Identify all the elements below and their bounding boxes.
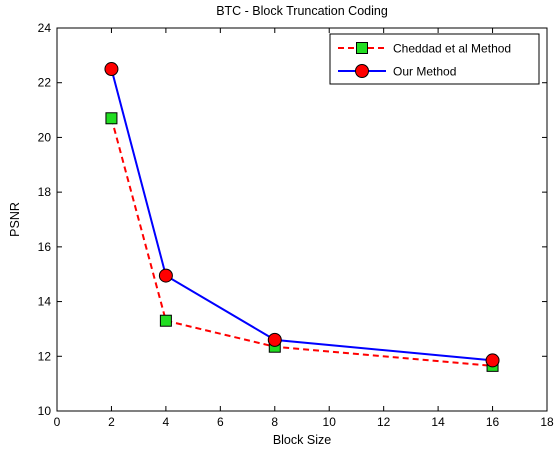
legend: Cheddad et al Method Our Method [329, 33, 540, 85]
x-tick-label: 6 [217, 415, 224, 429]
legend-item: Cheddad et al Method [338, 42, 511, 56]
legend-label: Our Method [393, 65, 456, 79]
x-tick-label: 8 [271, 415, 278, 429]
data-point [105, 112, 118, 125]
x-tick-label: 16 [486, 415, 500, 429]
x-tick-label: 12 [377, 415, 391, 429]
y-tick-label: 22 [38, 76, 52, 90]
y-tick-label: 20 [38, 130, 52, 144]
series-our-method [104, 62, 500, 368]
legend-item: Our Method [338, 64, 456, 79]
data-point [159, 314, 172, 327]
x-tick-label: 14 [431, 415, 445, 429]
series-line [110, 68, 493, 362]
x-tick-label: 2 [108, 415, 115, 429]
legend-label: Cheddad et al Method [393, 42, 511, 56]
data-point [485, 353, 500, 368]
y-axis-label: PSNR [8, 202, 22, 237]
chart-title: BTC - Block Truncation Coding [216, 4, 388, 18]
x-tick-label: 18 [540, 415, 554, 429]
data-point [158, 268, 173, 283]
series-line [110, 118, 493, 367]
data-point [267, 332, 282, 347]
x-tick-label: 10 [323, 415, 337, 429]
y-tick-label: 18 [38, 185, 52, 199]
x-tick-label: 0 [54, 415, 61, 429]
legend-marker [355, 64, 369, 78]
x-tick-label: 4 [163, 415, 170, 429]
y-tick-label: 10 [38, 404, 52, 418]
data-point [104, 62, 119, 77]
axes-box [56, 27, 548, 412]
y-tick-label: 12 [38, 349, 52, 363]
legend-marker [356, 42, 368, 54]
y-tick-label: 16 [38, 240, 52, 254]
y-tick-label: 24 [38, 21, 52, 35]
y-tick-label: 14 [38, 295, 52, 309]
x-axis-label: Block Size [273, 433, 331, 447]
